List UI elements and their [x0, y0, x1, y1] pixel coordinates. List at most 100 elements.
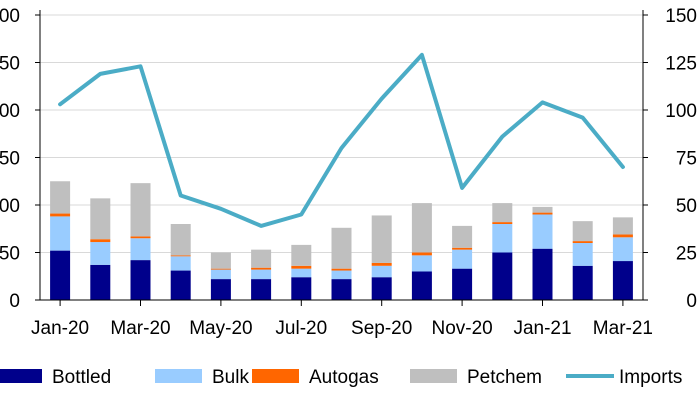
bar-petchem [572, 221, 593, 242]
bar-autogas [210, 268, 231, 270]
bar-bulk [452, 249, 473, 269]
x-tick-label: Jan-21 [513, 318, 571, 339]
axes [35, 10, 648, 306]
right-y-tick-label: 25 [676, 244, 697, 265]
bar-petchem [532, 206, 553, 213]
left-y-tick-label: 50 [0, 54, 20, 75]
right-y-tick-label: 50 [676, 196, 697, 217]
left-y-tick-label: 00 [0, 101, 20, 122]
bar-bottled [411, 271, 432, 300]
bar-bottled [331, 279, 352, 300]
legend-swatch-autogas [252, 369, 299, 383]
imports-line [58, 52, 625, 228]
gridlines [40, 14, 643, 253]
bar-bottled [291, 277, 312, 300]
bar-autogas [532, 212, 553, 215]
bar-autogas [90, 239, 111, 243]
legend-swatch-petchem [410, 369, 457, 383]
bar-petchem [170, 224, 191, 256]
bar-bulk [130, 238, 151, 261]
bar-petchem [291, 244, 312, 266]
bar-bulk [331, 270, 352, 280]
bar-bottled [532, 248, 553, 300]
bar-petchem [210, 252, 231, 269]
x-tick-label: Mar-21 [593, 318, 653, 339]
bar-petchem [452, 225, 473, 248]
bar-bulk [291, 268, 312, 278]
bar-bulk [572, 243, 593, 266]
left-y-tick-label: 0 [9, 291, 20, 312]
right-y-tick-label: 75 [676, 149, 697, 170]
right-y-tick-label: 150 [665, 6, 697, 27]
bar-bulk [251, 269, 272, 280]
x-tick-label: Sep-20 [351, 318, 412, 339]
bar-autogas [50, 213, 71, 217]
legend-label-imports: Imports [619, 367, 682, 388]
bar-autogas [251, 267, 272, 270]
bar-autogas [572, 241, 593, 243]
bar-autogas [291, 265, 312, 269]
left-y-axis-tick-labels: 0 50 00 50 00 50 00 [0, 6, 20, 312]
legend-swatch-bulk [155, 369, 202, 383]
x-tick-label: Nov-20 [431, 318, 492, 339]
bar-stacks [50, 181, 633, 300]
bar-petchem [331, 227, 352, 269]
right-y-axis-tick-labels: 0 25 50 75 100 125 150 [665, 6, 697, 312]
bar-petchem [371, 215, 392, 263]
left-y-tick-label: 50 [0, 149, 20, 170]
bar-bottled [130, 260, 151, 300]
bar-petchem [251, 249, 272, 268]
legend-label-autogas: Autogas [309, 367, 379, 388]
bar-bulk [210, 269, 231, 280]
legend-label-petchem: Petchem [467, 367, 542, 388]
x-tick-label: Jul-20 [275, 318, 327, 339]
bar-bulk [50, 216, 71, 251]
imports-line-layer [58, 52, 625, 228]
bar-bottled [251, 279, 272, 300]
bar-autogas [371, 262, 392, 266]
left-y-tick-label: 50 [0, 244, 20, 265]
bar-bottled [90, 264, 111, 300]
legend: Bottled Bulk Autogas Petchem Imports [0, 367, 682, 388]
bar-autogas [612, 234, 633, 238]
bar-petchem [90, 198, 111, 240]
bar-autogas [492, 222, 513, 224]
bar-autogas [170, 255, 191, 257]
bar-bulk [532, 214, 553, 249]
bar-bulk [90, 242, 111, 265]
bar-petchem [492, 203, 513, 223]
bar-bottled [210, 279, 231, 300]
bar-bottled [50, 250, 71, 300]
bar-petchem [50, 181, 71, 214]
bar-bulk [492, 224, 513, 253]
bar-bottled [612, 261, 633, 300]
bar-autogas [411, 252, 432, 256]
bar-autogas [331, 268, 352, 271]
bar-bottled [492, 252, 513, 300]
bar-petchem [130, 183, 151, 237]
left-y-tick-label: 00 [0, 6, 20, 27]
bar-bottled [170, 270, 191, 300]
legend-label-bottled: Bottled [52, 367, 111, 388]
right-y-tick-label: 0 [686, 291, 697, 312]
bar-bulk [170, 256, 191, 271]
bar-bottled [452, 268, 473, 300]
bar-petchem [411, 203, 432, 253]
legend-swatch-bottled [0, 369, 42, 383]
bar-autogas [130, 236, 151, 239]
bar-bulk [612, 237, 633, 262]
bar-autogas [452, 247, 473, 250]
x-tick-label: Mar-20 [110, 318, 170, 339]
right-y-tick-label: 100 [665, 101, 697, 122]
bar-bottled [572, 265, 593, 300]
x-axis-tick-labels: Jan-20 Mar-20 May-20 Jul-20 Sep-20 Nov-20 Jan-… [31, 318, 653, 339]
right-y-tick-label: 125 [665, 54, 697, 75]
x-tick-label: Jan-20 [31, 318, 89, 339]
bar-petchem [612, 217, 633, 235]
x-tick-label: May-20 [189, 318, 252, 339]
legend-label-bulk: Bulk [212, 367, 249, 388]
bar-bulk [371, 265, 392, 278]
bar-bottled [371, 277, 392, 300]
bar-bulk [411, 255, 432, 272]
